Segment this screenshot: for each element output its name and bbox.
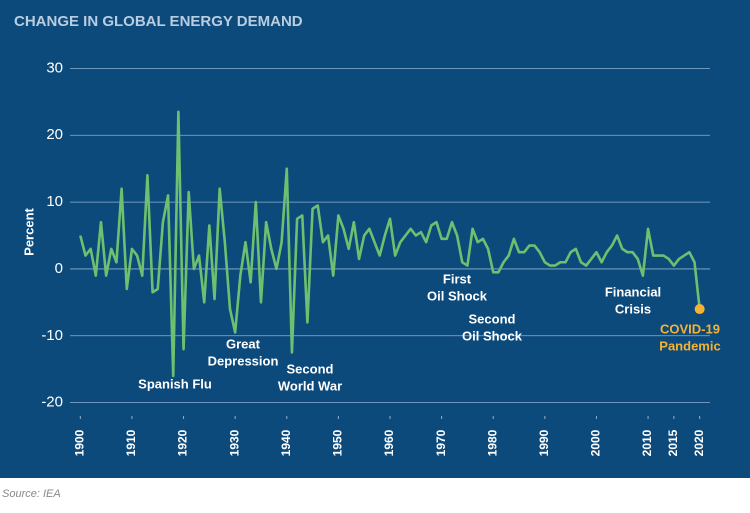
annotation: Financial: [605, 284, 661, 299]
y-tick-label: 10: [46, 193, 63, 210]
annotation: COVID-19: [660, 321, 720, 336]
x-tick-label: 1920: [176, 429, 190, 456]
annotation: Second: [469, 311, 516, 326]
annotation: Depression: [208, 353, 279, 368]
y-tick-label: -20: [41, 394, 63, 411]
y-tick-label: 0: [55, 260, 63, 277]
annotation: Crisis: [615, 301, 651, 316]
data-line: [79, 110, 701, 378]
x-tick-label: 1990: [537, 429, 551, 456]
y-tick-label: -10: [41, 327, 63, 344]
x-tick-label: 1910: [124, 429, 138, 456]
x-tick-label: 1940: [279, 429, 293, 456]
x-tick-label: 2010: [640, 429, 654, 456]
highlight-point: [694, 304, 705, 315]
annotation: Great: [226, 336, 261, 351]
x-tick-label: 1960: [382, 429, 396, 456]
x-tick-label: 2015: [666, 429, 680, 456]
source: Source: IEA: [2, 488, 61, 500]
y-tick-label: 30: [46, 59, 63, 76]
x-tick-label: 1900: [72, 429, 86, 456]
annotation: Second: [287, 361, 334, 376]
chart-title: CHANGE IN GLOBAL ENERGY DEMAND: [14, 13, 303, 30]
x-tick-label: 1930: [227, 429, 241, 456]
annotation: Spanish Flu: [138, 376, 212, 391]
x-tick-label: 2000: [589, 429, 603, 456]
x-tick-label: 1950: [331, 429, 345, 456]
annotation: Oil Shock: [462, 328, 523, 343]
annotation: World War: [278, 378, 342, 393]
y-tick-label: 20: [46, 126, 63, 143]
x-tick-label: 1970: [434, 429, 448, 456]
panel: [0, 0, 750, 478]
y-axis-label: Percent: [21, 207, 36, 255]
x-tick-label: 1980: [485, 429, 499, 456]
annotation: Oil Shock: [427, 288, 488, 303]
annotation: Pandemic: [659, 338, 720, 353]
annotation: First: [443, 271, 472, 286]
x-tick-label: 2020: [692, 429, 706, 456]
